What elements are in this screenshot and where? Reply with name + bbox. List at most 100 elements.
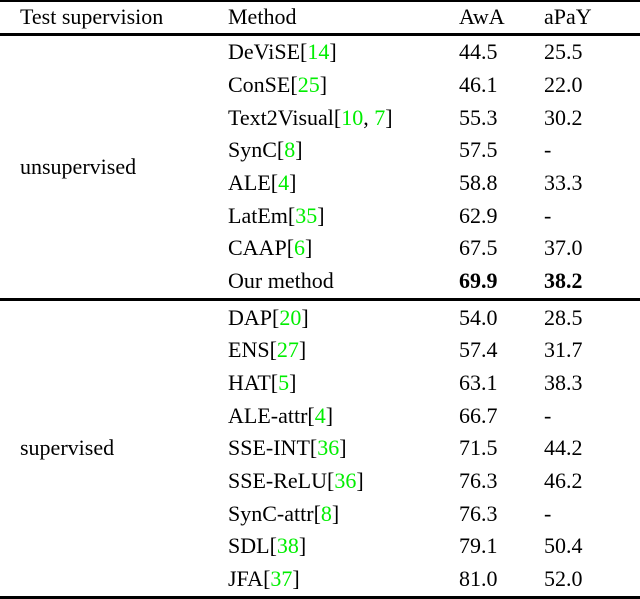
method-cell: LatEm[35] — [228, 202, 325, 228]
citation-link[interactable]: 4 — [278, 169, 290, 195]
table-row: SynC[8] 57.5 - — [0, 134, 640, 167]
method-name: ConSE — [228, 72, 291, 98]
table-row: Text2Visual[10, 7] 55.3 30.2 — [0, 101, 640, 134]
method-cell: Our method — [207, 265, 443, 300]
method-cell: ConSE[25] — [228, 72, 328, 98]
apay-value: - — [544, 500, 552, 526]
table-row: SDL[38] 79.1 50.4 — [0, 530, 640, 563]
table-row: HAT[5] 63.1 38.3 — [0, 367, 640, 400]
method-name: ALE — [228, 169, 271, 195]
apay-value: 38.3 — [544, 370, 583, 396]
method-name: HAT — [228, 370, 271, 396]
apay-value: 33.3 — [544, 169, 583, 195]
table-row: ConSE[25] 46.1 22.0 — [0, 69, 640, 102]
table-row: ALE[4] 58.8 33.3 — [0, 167, 640, 200]
apay-value: 37.0 — [544, 235, 583, 261]
table-row: LatEm[35] 62.9 - — [0, 199, 640, 232]
citation-link[interactable]: 37 — [270, 566, 293, 592]
awa-value: 71.5 — [459, 435, 498, 461]
citation-link[interactable]: 38 — [276, 533, 299, 559]
citation-link[interactable]: 8 — [284, 137, 296, 163]
apay-value: 52.0 — [544, 566, 583, 592]
column-header-test-supervision: Test supervision — [0, 1, 207, 36]
table-row: SynC-attr[8] 76.3 - — [0, 497, 640, 530]
table-row: CAAP[6] 67.5 37.0 — [0, 232, 640, 265]
citation-link[interactable]: 25 — [297, 72, 320, 98]
apay-value: - — [544, 202, 552, 228]
awa-value: 57.4 — [459, 337, 498, 363]
method-cell: SSE-INT[36] — [228, 435, 347, 461]
method-name: SSE-INT — [228, 435, 310, 461]
method-cell: DAP[20] — [207, 297, 443, 335]
apay-value: - — [544, 137, 552, 163]
citation-link[interactable]: 27 — [276, 337, 299, 363]
header-row: Test supervision Method AwA aPaY — [0, 1, 640, 36]
column-header-apay: aPaY — [527, 1, 640, 36]
awa-value: 79.1 — [459, 533, 498, 559]
method-cell: SynC-attr[8] — [228, 500, 340, 526]
citation-link[interactable]: 36 — [334, 467, 357, 493]
citation-link[interactable]: 4 — [314, 402, 326, 428]
citation-link[interactable]: 5 — [278, 370, 290, 396]
method-cell: HAT[5] — [228, 370, 297, 396]
awa-value: 69.9 — [459, 268, 498, 294]
method-cell: ALE[4] — [228, 169, 297, 195]
table-row: ALE-attr[4] 66.7 - — [0, 399, 640, 432]
table-row: JFA[37] 81.0 52.0 — [0, 562, 640, 597]
awa-value: 81.0 — [459, 566, 498, 592]
citation-link[interactable]: 8 — [320, 500, 332, 526]
method-cell: ALE-attr[4] — [228, 402, 334, 428]
table-row: Our method 69.9 38.2 — [0, 265, 640, 300]
method-cell: JFA[37] — [228, 566, 300, 592]
method-name: ALE-attr — [228, 402, 308, 428]
awa-value: 55.3 — [459, 104, 498, 130]
supervision-label: supervised — [0, 297, 207, 598]
table-row: unsupervised DeViSE[14] 44.5 25.5 — [0, 34, 640, 178]
citation-link[interactable]: 7 — [374, 104, 386, 130]
apay-value: - — [544, 402, 552, 428]
citation-link[interactable]: 35 — [295, 202, 318, 228]
method-name: SynC — [228, 137, 277, 163]
citation-link[interactable]: 10 — [341, 104, 364, 130]
apay-value: 28.5 — [527, 297, 640, 335]
awa-value: 44.5 — [459, 39, 498, 65]
apay-value: 46.2 — [544, 467, 583, 493]
citation-link[interactable]: 6 — [294, 235, 306, 261]
apay-value: 22.0 — [544, 72, 583, 98]
table-row: SSE-INT[36] 71.5 44.2 — [0, 432, 640, 465]
awa-value: 63.1 — [459, 370, 498, 396]
awa-value: 62.9 — [459, 202, 498, 228]
method-name: Our method — [228, 268, 334, 294]
method-cell: SynC[8] — [228, 137, 303, 163]
method-cell: DeViSE[14] — [228, 39, 337, 65]
awa-value: 58.8 — [459, 169, 498, 195]
apay-value: 38.2 — [544, 268, 583, 294]
citation-link[interactable]: 14 — [307, 39, 330, 65]
awa-value: 54.0 — [443, 297, 527, 335]
method-name: JFA — [228, 566, 264, 592]
citation-link[interactable]: 36 — [317, 435, 340, 461]
awa-value: 67.5 — [459, 235, 498, 261]
method-name: SynC-attr — [228, 500, 314, 526]
awa-value: 46.1 — [459, 72, 498, 98]
method-name: Text2Visual — [228, 104, 334, 130]
method-name: CAAP — [228, 235, 287, 261]
apay-value: 30.2 — [544, 104, 583, 130]
apay-value: 25.5 — [544, 39, 583, 65]
method-name: DAP — [228, 304, 273, 330]
table-row: SSE-ReLU[36] 76.3 46.2 — [0, 465, 640, 498]
method-name: SSE-ReLU — [228, 467, 327, 493]
awa-value: 57.5 — [459, 137, 498, 163]
method-cell: SSE-ReLU[36] — [228, 467, 364, 493]
supervision-label: unsupervised — [20, 153, 137, 179]
column-header-awa: AwA — [443, 1, 527, 36]
table-row: ENS[27] 57.4 31.7 — [0, 334, 640, 367]
apay-value: 44.2 — [544, 435, 583, 461]
awa-value: 76.3 — [459, 467, 498, 493]
method-name: ENS — [228, 337, 270, 363]
table-row: supervised DAP[20] 54.0 28.5 — [0, 297, 640, 598]
citation-link[interactable]: 20 — [279, 304, 302, 330]
method-cell: CAAP[6] — [228, 235, 313, 261]
method-cell: SDL[38] — [228, 533, 307, 559]
